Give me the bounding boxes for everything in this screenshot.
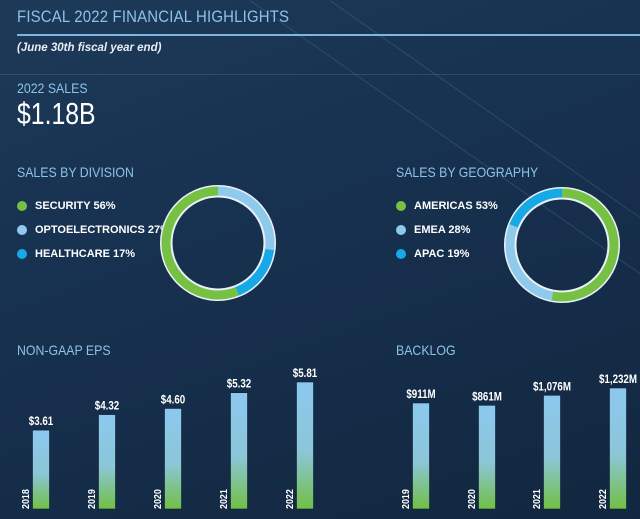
donut-slice-apac (509, 188, 563, 228)
legend-dot (17, 225, 27, 235)
donut-slice-optoelectronics (217, 186, 275, 251)
donut-slice-security (161, 186, 239, 300)
legend-label: HEALTHCARE 17% (35, 248, 136, 260)
page-subtitle: (June 30th fiscal year end) (17, 42, 162, 54)
division-chart-title: SALES BY DIVISION (17, 164, 134, 180)
legend-label: EMEA 28% (414, 224, 471, 236)
bar-data-label: $861M (472, 391, 502, 404)
donut-slice-americas (551, 188, 619, 302)
legend-dot (17, 201, 27, 211)
legend-dot (396, 201, 406, 211)
geography-chart-title: SALES BY GEOGRAPHY (396, 164, 539, 180)
x-tick-label: 2019 (400, 489, 412, 509)
legend-item: APAC 19% (396, 248, 469, 260)
legend-item: EMEA 28% (396, 224, 470, 236)
donut-inner-edge (515, 198, 609, 292)
bar (98, 414, 116, 510)
donut-inner-edge (171, 196, 265, 290)
bar-data-label: $1,076M (533, 381, 571, 394)
legend-item: HEALTHCARE 17% (17, 248, 135, 260)
x-tick-label: 2021 (218, 489, 230, 509)
donut-slice-emea (505, 224, 554, 301)
eps-chart-title: NON-GAAP EPS (17, 342, 111, 358)
bar (543, 394, 561, 510)
x-tick-label: 2020 (152, 489, 164, 509)
background-line (0, 74, 640, 75)
bar-data-label: $1,232M (599, 373, 637, 386)
x-tick-label: 2022 (284, 489, 296, 509)
sales-label: 2022 SALES (17, 80, 88, 96)
legend-item: OPTOELECTRONICS 27% (17, 224, 170, 236)
legend-label: SECURITY 56% (35, 200, 116, 212)
bar-data-label: $5.81 (293, 367, 317, 380)
x-tick-label: 2020 (466, 489, 478, 509)
x-tick-label: 2019 (86, 489, 98, 509)
bar (296, 381, 314, 510)
bar-data-label: $4.60 (161, 394, 185, 407)
legend-item: SECURITY 56% (17, 200, 116, 212)
bar (412, 402, 430, 510)
bar-data-label: $911M (406, 388, 435, 401)
legend-label: AMERICAS 53% (414, 200, 498, 212)
legend-label: OPTOELECTRONICS 27% (35, 224, 170, 236)
page-title: FISCAL 2022 FINANCIAL HIGHLIGHTS (17, 7, 290, 26)
x-tick-label: 2022 (597, 489, 609, 509)
donut-slice-healthcare (235, 248, 275, 296)
x-tick-label: 2021 (531, 489, 543, 509)
backlog-chart-title: BACKLOG (396, 342, 456, 358)
legend-item: AMERICAS 53% (396, 200, 498, 212)
legend-dot (396, 249, 406, 259)
legend-label: APAC 19% (414, 248, 470, 260)
bar (478, 405, 496, 510)
x-tick-label: 2018 (20, 489, 32, 509)
bar (164, 408, 182, 510)
legend-dot (17, 249, 27, 259)
title-divider (17, 34, 640, 36)
bar-data-label: $3.61 (29, 415, 53, 428)
bar-data-label: $5.32 (227, 378, 251, 391)
bar (230, 392, 248, 510)
bar-data-label: $4.32 (95, 400, 119, 413)
sales-value: $1.18B (17, 96, 96, 131)
bar (32, 429, 50, 510)
bar (609, 387, 627, 510)
legend-dot (396, 225, 406, 235)
